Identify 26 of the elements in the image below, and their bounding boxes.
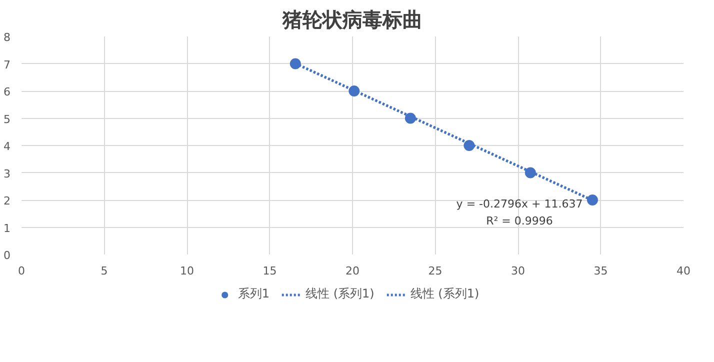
y-tick-label: 8: [4, 31, 10, 44]
y-tick-label: 4: [4, 140, 10, 153]
x-tick-label: 5: [100, 264, 108, 278]
legend-label: 线性 (系列1): [410, 286, 480, 302]
annotation: y = -0.2796x + 11.637: [456, 198, 583, 210]
y-tick-label: 2: [4, 194, 10, 208]
y-tick-label: 5: [4, 112, 10, 126]
x-tick-label: 25: [428, 264, 442, 278]
chart-title: 猪轮状病毒标曲: [282, 8, 422, 32]
y-tick-label: 7: [4, 58, 10, 72]
y-tick-label: 6: [4, 86, 10, 98]
y-tick-label: 1: [4, 222, 10, 235]
x-tick-label: 30: [511, 264, 525, 278]
legend-label: 系列1: [238, 286, 270, 302]
point: [586, 194, 598, 206]
x-tick-label: 15: [262, 264, 277, 278]
legend-label: 线性 (系列1): [306, 286, 374, 302]
x-tick-label: 40: [676, 264, 690, 278]
y-tick-label: 0: [4, 249, 10, 262]
point: [290, 58, 301, 70]
y-tick-label: 3: [4, 167, 10, 180]
x-tick-label: 20: [346, 264, 360, 278]
x-tick-label: 10: [180, 264, 194, 278]
x-tick-label: 35: [594, 264, 608, 278]
annotation: R² = 0.9996: [486, 214, 553, 228]
x-tick-label: 0: [18, 264, 25, 278]
